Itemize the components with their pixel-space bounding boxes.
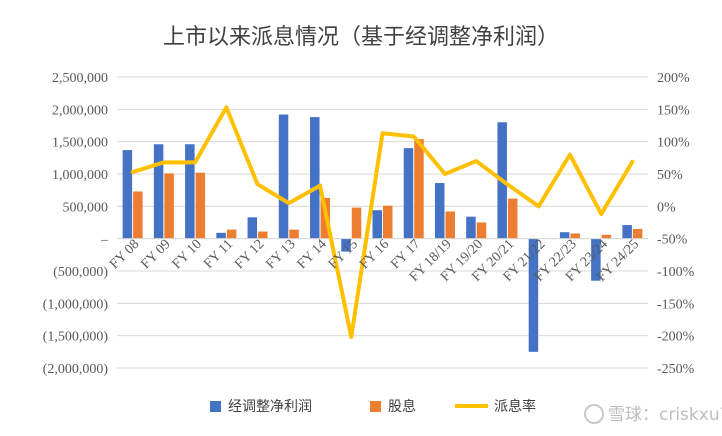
profit-bar (466, 216, 476, 239)
legend-label-payout-ratio: 派息率 (494, 398, 536, 415)
profit-bar (591, 238, 601, 281)
profit-bar (372, 210, 382, 239)
left-axis-tick-label: – (100, 233, 109, 248)
dividend-bar (164, 173, 174, 239)
profit-bar (216, 232, 226, 239)
legend-label-profit: 经调整净利润 (228, 399, 312, 415)
left-axis-ticks: 2,500,000 2,000,000 1,500,000 1,000,000 500,… (43, 71, 109, 377)
profit-bar (528, 238, 539, 352)
watermark: 雪球：criskxu7 (584, 404, 722, 425)
profit-bar (341, 238, 351, 252)
watermark-text: 雪球：criskxu7 (608, 405, 722, 425)
right-axis-tick-label: -100% (657, 265, 695, 280)
profit-bar (122, 150, 133, 239)
bars (122, 114, 643, 352)
profit-bar (403, 148, 414, 239)
category-tick-label: FY 08 (107, 237, 142, 272)
right-axis-tick-label: 50% (657, 168, 683, 183)
right-axis-tick-label: 200% (657, 71, 690, 86)
category-tick-label: FY 09 (138, 237, 173, 272)
left-axis-tick-label: (1,500,000) (43, 330, 109, 345)
left-axis-tick-label: 500,000 (63, 200, 109, 215)
dividend-bar (289, 229, 299, 239)
left-axis-tick-label: 2,000,000 (52, 103, 108, 118)
left-axis-tick-label: 2,500,000 (52, 71, 108, 86)
right-axis-tick-label: -200% (657, 330, 695, 345)
left-axis-tick-label: 1,000,000 (52, 168, 108, 183)
dividend-bar (507, 198, 518, 239)
profit-bar (247, 217, 258, 239)
category-tick-label: FY 11 (201, 237, 236, 272)
category-tick-label: FY 10 (170, 237, 205, 272)
profit-bar (622, 225, 632, 239)
legend-swatch-profit (210, 401, 221, 412)
payout-ratio-line (130, 105, 635, 339)
dividend-bar (445, 211, 455, 239)
dividend-bar (226, 229, 237, 239)
legend-swatch-dividend (370, 401, 381, 412)
profit-bar (434, 183, 445, 239)
snowball-logo-icon (584, 404, 604, 424)
right-axis-tick-label: 100% (657, 136, 690, 151)
right-axis-tick-label: -250% (657, 362, 695, 377)
dividend-bar (601, 234, 612, 239)
profit-bar (310, 117, 320, 239)
chart-title: 上市以来派息情况（基于经调整净利润） (163, 25, 559, 50)
legend: 经调整净利润 股息 派息率 (210, 398, 536, 415)
dividend-bar (195, 172, 206, 239)
profit-bar (559, 232, 570, 239)
left-axis-tick-label: (1,000,000) (43, 297, 109, 312)
left-axis-tick-label: 1,500,000 (52, 136, 108, 151)
profit-bar (185, 144, 195, 239)
dividend-bar (383, 205, 393, 239)
left-axis-tick-label: (500,000) (53, 265, 108, 280)
dividend-bar (476, 222, 487, 239)
right-axis-tick-label: 150% (657, 103, 690, 118)
dividend-bar (570, 233, 580, 239)
right-axis-tick-label: -50% (657, 233, 688, 248)
right-axis-ticks: 200% 150% 100% 50% 0% -50% -100% -150% -200% -250… (657, 71, 695, 377)
profit-bar (278, 114, 289, 239)
dividend-bar (632, 228, 643, 239)
right-axis-tick-label: 0% (657, 200, 676, 215)
dividend-bar (414, 139, 424, 239)
right-axis-tick-label: -150% (657, 297, 695, 312)
dividend-bar (258, 231, 268, 239)
dividend-bar (351, 207, 362, 239)
dividend-bar (133, 191, 143, 239)
category-tick-label: FY 12 (232, 237, 267, 272)
category-tick-label: FY 14 (295, 237, 330, 272)
profit-bar (153, 144, 164, 239)
legend-label-dividend: 股息 (388, 398, 416, 415)
left-axis-tick-label: (2,000,000) (43, 362, 109, 377)
category-tick-label: FY 13 (263, 237, 298, 272)
